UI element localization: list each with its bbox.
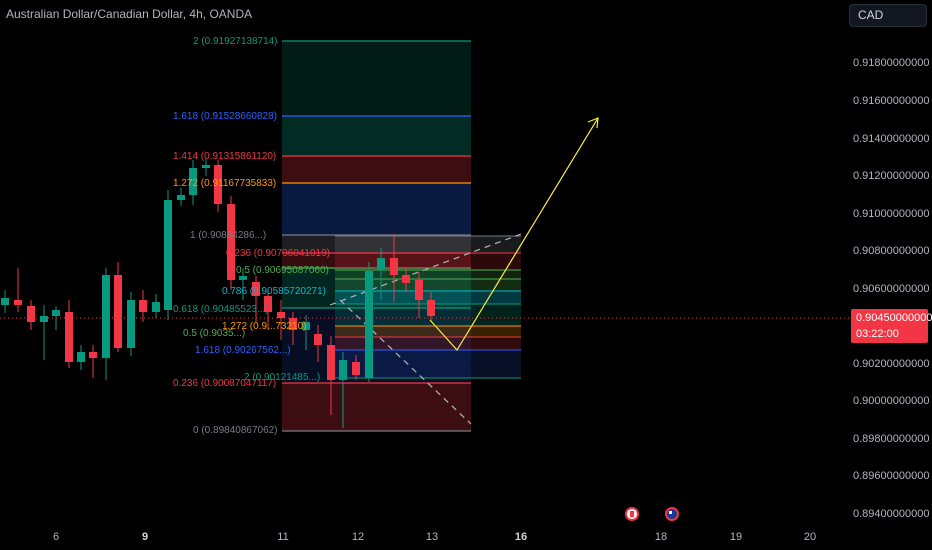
price-tick: 0.91000000000 [853, 208, 930, 220]
price-tick: 0.89800000000 [853, 433, 930, 445]
time-tick: 20 [803, 531, 817, 543]
time-tick: 19 [729, 531, 743, 543]
price-tick: 0.91400000000 [853, 133, 930, 145]
candle-body [427, 300, 435, 316]
candle-body [377, 258, 385, 270]
price-tick: 0.89600000000 [853, 470, 930, 482]
fib-label: 1.414 (0.91315861120) [173, 151, 277, 162]
fib-extension-main[interactable] [282, 40, 471, 432]
fib-label: 0.236 (0.90796041019) [226, 248, 330, 259]
candle-body [365, 271, 373, 378]
candle-body [114, 275, 122, 348]
candle-body [102, 275, 110, 358]
candle-body [65, 312, 73, 362]
candle-body [277, 312, 285, 318]
time-tick: 12 [351, 531, 365, 543]
candle-body [302, 322, 310, 330]
fib-label: 1 (0.90884286...) [190, 230, 267, 241]
projection-arrow[interactable] [429, 117, 599, 352]
fib-label: 2 (0.91927138714) [193, 36, 278, 47]
candle-body [14, 300, 22, 305]
australia-flag-icon[interactable] [665, 507, 679, 521]
candle-body [239, 276, 247, 280]
candle-body [127, 300, 135, 348]
candle-body [177, 195, 185, 200]
time-tick: 13 [425, 531, 439, 543]
fib-label: 1.272 (0.9...73210) [222, 321, 307, 332]
price-tick: 0.91200000000 [853, 170, 930, 182]
candle-body [415, 280, 423, 300]
price-tick: 0.90800000000 [853, 245, 930, 257]
candle-body [189, 168, 197, 195]
candle-body [390, 258, 398, 275]
candle-body [314, 334, 322, 345]
candle-body [77, 352, 85, 362]
candle-body [1, 298, 9, 305]
candle-body [339, 360, 347, 380]
candle-body [202, 165, 210, 168]
candle-body [252, 282, 260, 296]
price-tick: 0.91600000000 [853, 95, 930, 107]
candle-body [152, 302, 160, 312]
time-tick: 18 [654, 531, 668, 543]
price-tick: 0.90200000000 [853, 358, 930, 370]
candle-body [352, 362, 360, 375]
candle-body [89, 352, 97, 358]
time-tick: 6 [52, 531, 60, 543]
fib-label: 1.618 (0.91528660828) [173, 111, 277, 122]
time-tick: 16 [514, 531, 528, 543]
fib-label: 0 (0.89840867062) [193, 425, 278, 436]
fib-label: 0.5 (0.9035...) [183, 328, 246, 339]
candle-body [139, 300, 147, 312]
price-tick: 0.91800000000 [853, 57, 930, 69]
price-tick: 0.90000000000 [853, 395, 930, 407]
bar-countdown: 03:22:00 [856, 328, 899, 340]
candle-body [52, 310, 60, 316]
time-tick: 11 [277, 531, 289, 543]
fib-label: 2 (0.90121485...) [244, 372, 321, 383]
candle-body [289, 318, 297, 330]
fib-label: 0.236 (0.90087047117) [173, 378, 277, 389]
candle-body [164, 200, 172, 310]
price-tick: 0.89400000000 [853, 508, 930, 520]
canada-flag-icon[interactable] [625, 507, 639, 521]
fib-label: 1.618 (0.90267562...) [195, 345, 291, 356]
fib-label: 0.5 (0.90695087060) [236, 265, 329, 276]
fib-label: 0.618 (0.90485523...) [173, 304, 269, 315]
candlestick-series [1, 158, 435, 428]
current-price-label: 0.90450000000 03:22:00 [851, 309, 932, 343]
currency-selector-button[interactable]: CAD [849, 4, 927, 27]
candle-body [264, 296, 272, 312]
trend-lines[interactable] [329, 233, 522, 425]
fib-label: 0.786 (0.90585720271) [222, 286, 326, 297]
candle-body [27, 306, 35, 322]
candle-body [40, 316, 48, 322]
candle-body [227, 204, 235, 280]
time-tick: 9 [141, 531, 149, 543]
current-price-value: 0.90450000000 [856, 312, 932, 324]
candle-body [327, 345, 335, 380]
chart-title: Australian Dollar/Canadian Dollar, 4h, O… [6, 7, 253, 21]
price-tick: 0.90600000000 [853, 283, 930, 295]
candle-body [214, 165, 222, 204]
candle-body [402, 275, 410, 283]
fib-label: 1.272 (0.91167735833) [173, 178, 277, 189]
